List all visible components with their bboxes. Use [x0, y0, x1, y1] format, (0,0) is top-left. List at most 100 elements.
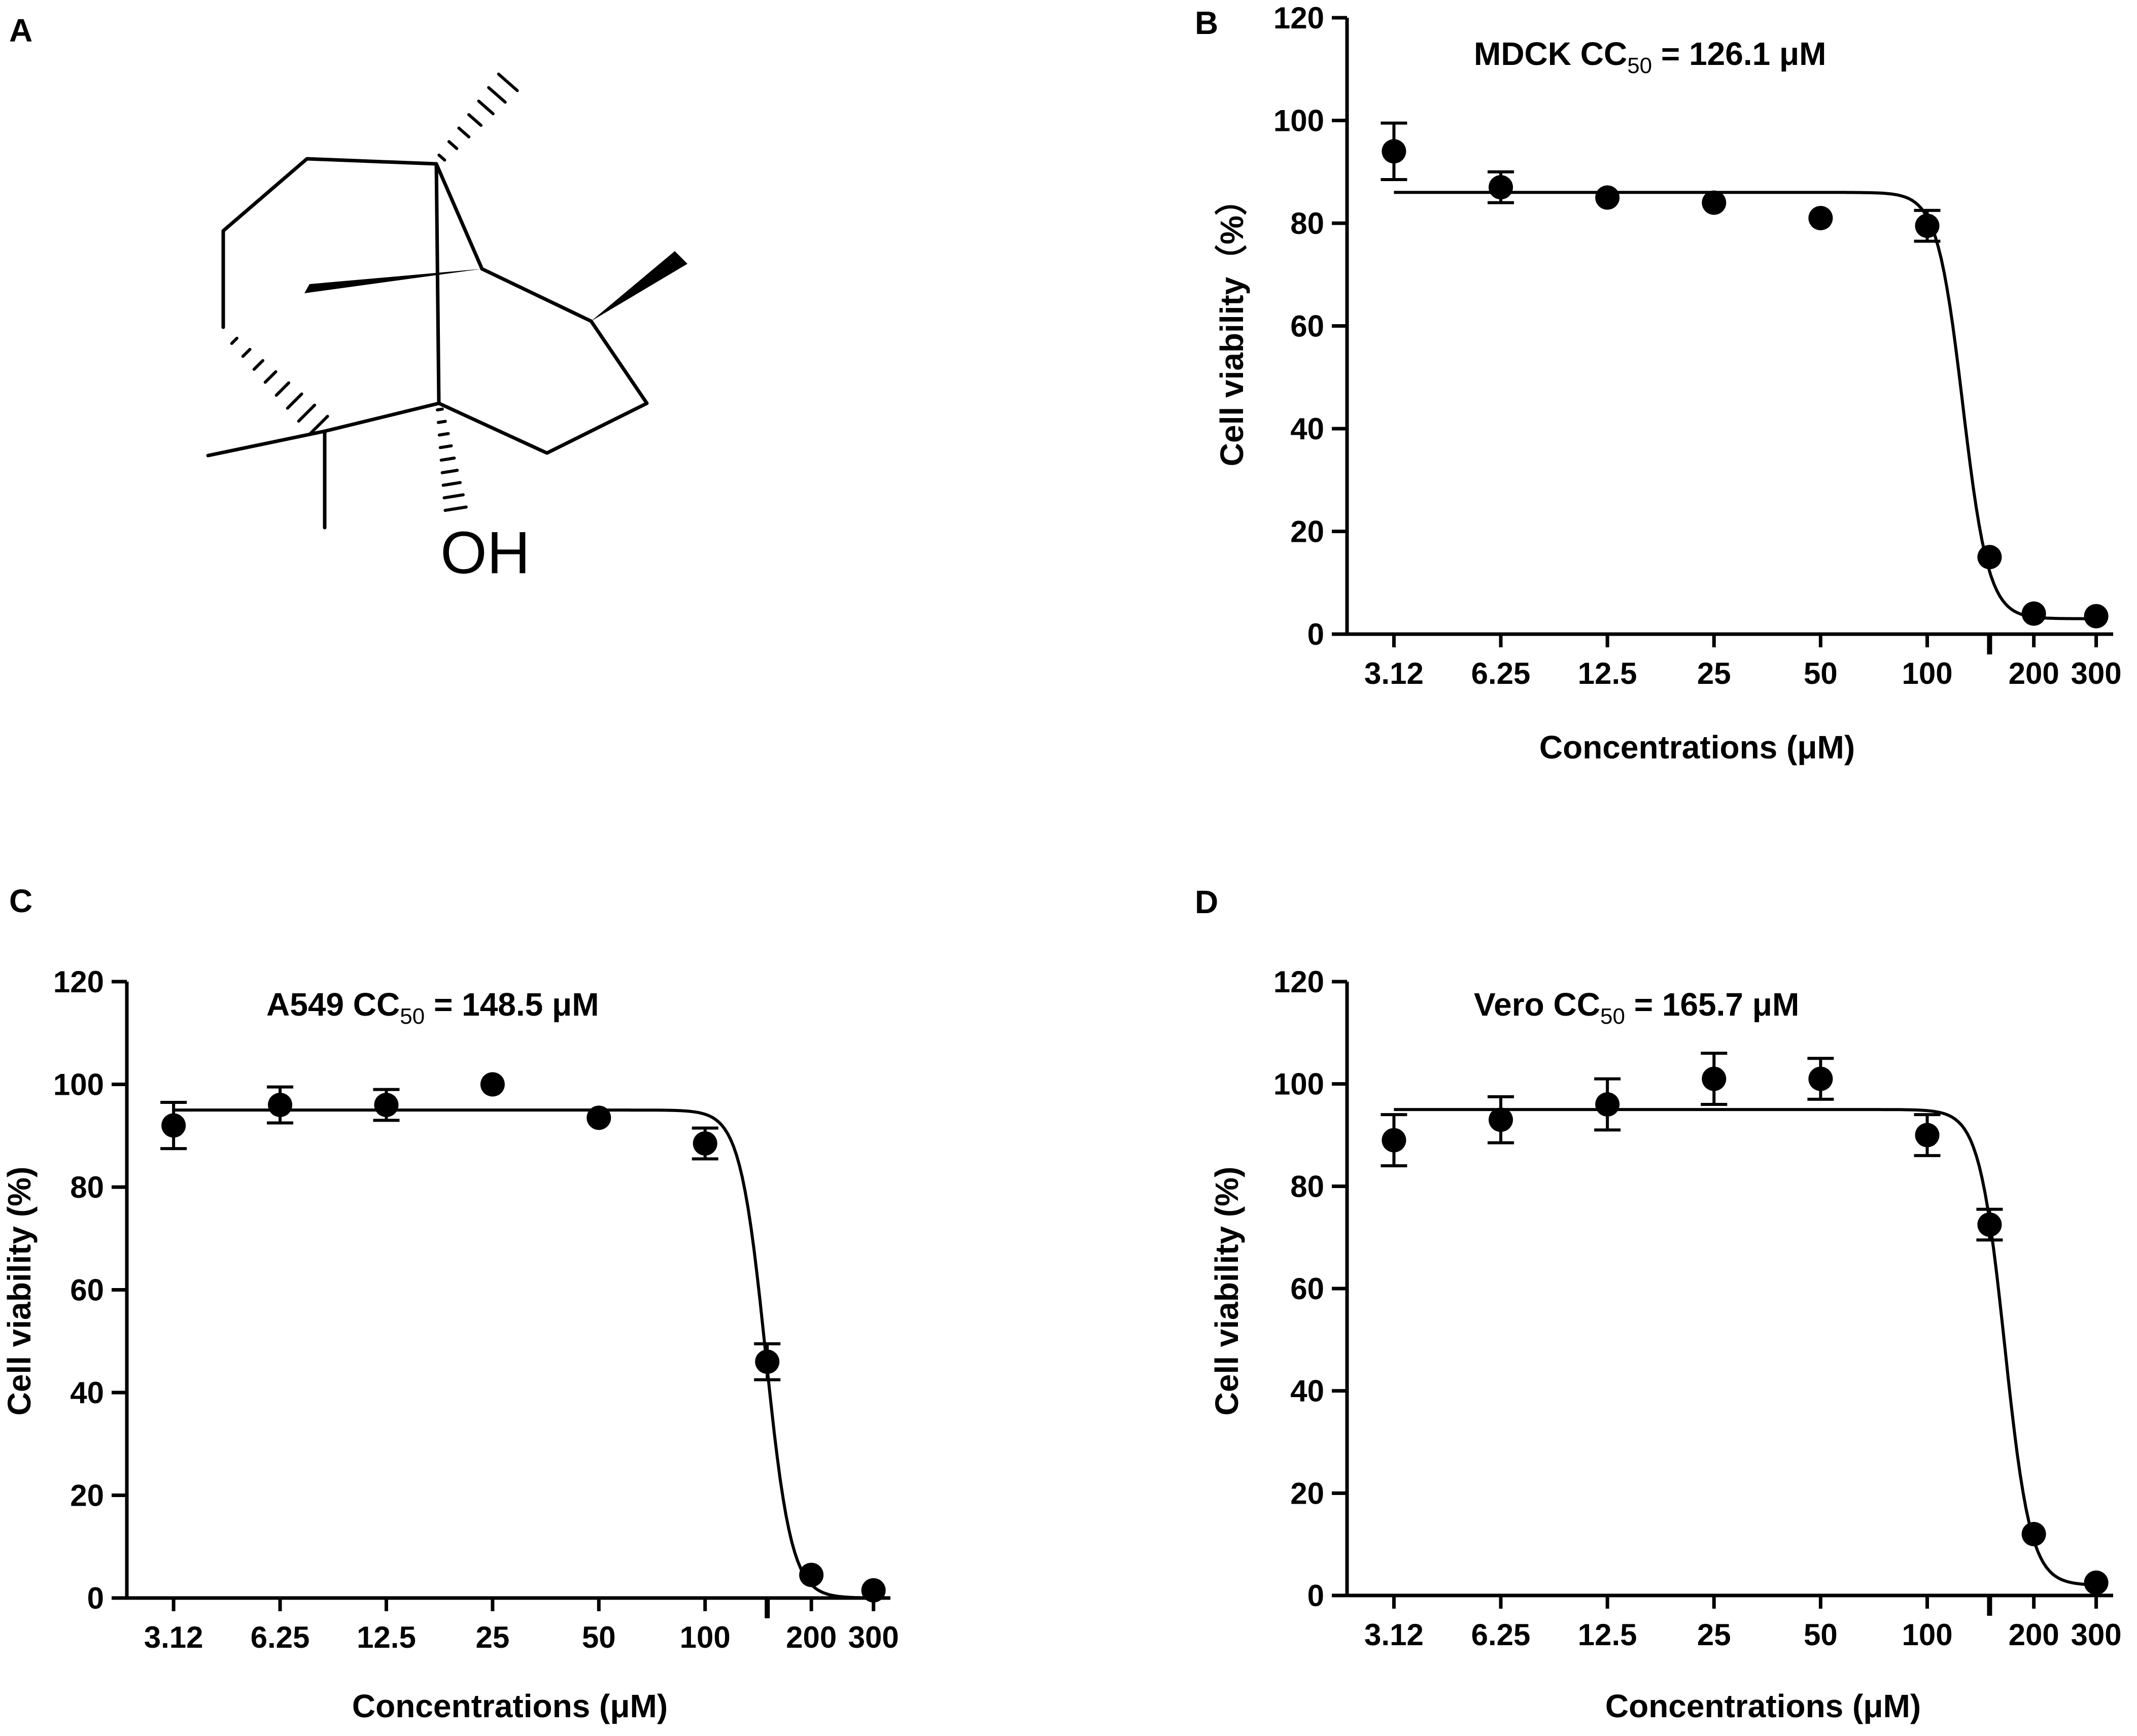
x-tick-label: 25	[476, 1620, 510, 1654]
panel-letter-c: C	[9, 883, 32, 919]
y-tick-label: 120	[1273, 1, 1324, 35]
hash-bond-oh	[437, 432, 450, 437]
x-axis-title: Concentrations (μM)	[352, 1688, 668, 1724]
y-tick-label: 0	[1307, 1579, 1324, 1613]
chart-title: A549 CC50 = 148.5 μM	[266, 986, 599, 1029]
x-tick-label: 6.25	[251, 1620, 310, 1654]
y-tick-label: 0	[1307, 617, 1324, 651]
x-tick-label: 6.25	[1471, 1618, 1531, 1652]
data-point	[161, 1113, 186, 1138]
chart-title: MDCK CC50 = 126.1 μM	[1474, 36, 1826, 78]
hash-bond-top	[467, 113, 483, 127]
x-tick-label: 12.5	[1578, 656, 1637, 690]
hash-bond-top	[477, 99, 495, 116]
y-tick-label: 40	[70, 1376, 104, 1410]
chart-title: Vero CC50 = 165.7 μM	[1474, 986, 1799, 1029]
data-point	[2084, 604, 2109, 629]
data-point	[693, 1131, 717, 1156]
chart-vero: 0 20 40 60 80 100 120 3.12 6.25 12.5 25 50 100 200 300…	[1209, 965, 2122, 1724]
data-point	[1595, 185, 1620, 210]
data-point	[1489, 175, 1513, 200]
data-point	[1808, 205, 1833, 230]
hash-bond-oh	[436, 420, 447, 424]
hash-bond-oh	[438, 444, 453, 449]
y-tick-label: 60	[70, 1273, 104, 1307]
x-axis-title: Concentrations (μM)	[1539, 729, 1855, 766]
structure-bonds	[206, 157, 649, 530]
x-tick-label: 100	[1902, 656, 1952, 690]
hash-bond-left	[252, 359, 265, 371]
x-tick-label: 300	[2071, 1618, 2121, 1652]
y-axis-title: Cell viability (%)	[1, 1167, 38, 1416]
bond-bridge	[434, 162, 441, 405]
x-tick-label: 6.25	[1471, 656, 1531, 690]
hash-bond-top	[497, 73, 519, 92]
y-tick-label: 40	[1290, 1374, 1324, 1408]
x-tick-label: 200	[2009, 1618, 2059, 1652]
data-point	[1382, 139, 1406, 164]
chart-title-subscript: 50	[400, 1004, 425, 1029]
data-point	[480, 1072, 505, 1097]
chart-title-value: = 126.1 μM	[1652, 36, 1826, 72]
hash-bond-top	[457, 126, 471, 138]
bond-methyl-left	[206, 429, 327, 458]
x-tick-label: 12.5	[1578, 1618, 1637, 1652]
data-point	[587, 1105, 611, 1130]
data-point	[1915, 214, 1940, 238]
bond-quaternary	[323, 401, 441, 433]
hashed-bonds	[230, 73, 519, 512]
y-axis-title: Cell viability (%)	[1209, 1167, 1245, 1416]
x-tick-label: 50	[1804, 656, 1838, 690]
data-point	[1808, 1066, 1833, 1091]
y-axis-title: Cell viability（%）	[1214, 183, 1250, 466]
bond-ring-top	[221, 157, 438, 329]
data-point	[861, 1578, 886, 1603]
chart-title-main: Vero CC	[1474, 986, 1600, 1023]
y-tick-label: 80	[70, 1170, 104, 1204]
wedge-bond-methyl	[591, 251, 687, 321]
y-tick-label: 0	[87, 1581, 104, 1615]
panel-letter-a: A	[9, 12, 32, 49]
data-point	[1977, 545, 2002, 570]
y-tick-label: 120	[53, 965, 104, 999]
data-point	[268, 1093, 293, 1117]
x-tick-label: 100	[680, 1620, 731, 1654]
y-tick-label: 20	[1290, 1476, 1324, 1510]
fit-curve	[1394, 1108, 2096, 1587]
chart-title-main: MDCK CC	[1474, 36, 1627, 72]
hash-bond-left	[286, 392, 303, 410]
data-point	[1489, 1107, 1513, 1132]
x-tick-label: 25	[1697, 656, 1731, 690]
chemical-structure	[206, 73, 687, 530]
x-tick-label: 50	[1804, 1618, 1838, 1652]
chart-title-subscript: 50	[1600, 1004, 1625, 1029]
hash-bond-oh	[441, 481, 462, 487]
data-point	[755, 1349, 780, 1374]
x-axis-title: Concentrations (μM)	[1605, 1688, 1921, 1724]
hash-bond-oh	[436, 407, 444, 412]
x-tick-label: 300	[848, 1620, 899, 1654]
x-tick-label: 3.12	[1364, 656, 1424, 690]
hash-bond-top	[447, 140, 459, 150]
x-tick-label: 3.12	[1364, 1618, 1424, 1652]
data-point	[1915, 1123, 1940, 1148]
y-tick-label: 100	[1273, 104, 1324, 138]
x-tick-label: 100	[1902, 1618, 1952, 1652]
x-tick-label: 300	[2071, 656, 2121, 690]
data-point	[374, 1093, 399, 1117]
y-tick-label: 100	[53, 1068, 104, 1102]
y-tick-label: 80	[1290, 206, 1324, 240]
y-tick-label: 60	[1290, 309, 1324, 343]
hash-bond-oh	[443, 505, 468, 512]
chart-a549: 0 20 40 60 80 100 120 3.12 6.25 12.5 25 50 100 200 300…	[1, 965, 899, 1724]
hydroxyl-label: OH	[440, 519, 530, 586]
hash-bond-top	[487, 86, 507, 104]
y-tick-label: 100	[1273, 1067, 1324, 1101]
data-point	[1702, 190, 1727, 215]
x-tick-label: 200	[2009, 656, 2059, 690]
x-tick-label: 50	[582, 1620, 616, 1654]
hash-bond-left	[308, 414, 329, 436]
hash-bond-left	[241, 348, 252, 358]
hash-bond-oh	[440, 469, 459, 474]
